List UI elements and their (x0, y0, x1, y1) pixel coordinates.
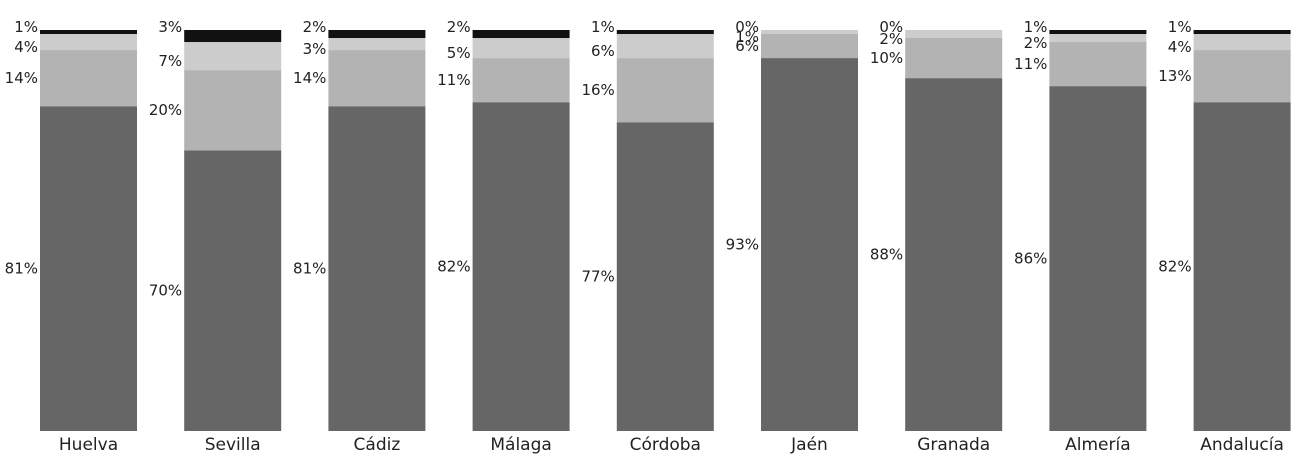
segment-label: 5% (447, 44, 471, 62)
bar-segment (616, 122, 714, 431)
bar-segment (184, 70, 282, 151)
segment-label: 13% (1158, 67, 1191, 85)
segment-label: 11% (1014, 55, 1047, 73)
segment-label: 11% (437, 71, 470, 89)
bar-segment (616, 30, 714, 35)
category-label: Jaén (790, 435, 828, 455)
category-label: Almería (1065, 435, 1131, 455)
segment-label: 82% (1158, 258, 1191, 276)
segment-label: 82% (437, 258, 470, 276)
bar-segment (761, 34, 858, 59)
bar-segment (40, 34, 137, 51)
bar-segment (1193, 30, 1291, 35)
segment-label: 1% (1024, 18, 1048, 36)
segment-label: 88% (870, 246, 903, 264)
bar-segment (761, 58, 858, 431)
category-label: Cádiz (354, 435, 401, 455)
bar-segment (616, 34, 714, 59)
segment-label: 81% (5, 260, 38, 278)
segment-label: 77% (581, 268, 614, 286)
segment-label: 2% (447, 18, 471, 36)
bar-segment (472, 30, 570, 39)
segment-label: 6% (591, 42, 615, 60)
labels-layer: 81% 14% 4% 1% 70% 20% 7% 3% 81% 14% 3% 2% 82% 11% 5% 2%… (5, 18, 1192, 300)
bar-segment (1193, 102, 1291, 432)
segment-label: 4% (14, 38, 38, 56)
category-label: Córdoba (630, 435, 701, 455)
bar-segment (40, 30, 137, 35)
category-labels: Huelva Sevilla Cádiz Málaga Córdoba Jaén Grana… (59, 435, 1284, 455)
bars-layer (40, 30, 1291, 432)
bar-segment (40, 50, 137, 107)
segment-label: 6% (735, 37, 759, 55)
segment-label: 20% (149, 101, 182, 119)
bar-segment (1049, 30, 1147, 35)
bar-segment (616, 58, 714, 123)
bar-segment (905, 30, 1003, 39)
segment-label: 1% (591, 18, 615, 36)
category-label: Andalucía (1200, 435, 1284, 455)
segment-label: 14% (293, 69, 326, 87)
segment-label: 86% (1014, 250, 1047, 268)
segment-label: 70% (149, 282, 182, 300)
bar-segment (1049, 86, 1147, 431)
segment-label: 3% (158, 18, 182, 36)
bar-segment (472, 38, 570, 59)
segment-label: 16% (581, 81, 614, 99)
bar-segment (761, 30, 858, 35)
segment-label: 1% (14, 18, 38, 36)
category-label: Huelva (59, 435, 118, 455)
segment-label: 10% (870, 49, 903, 67)
segment-label: 1% (735, 28, 759, 46)
segment-label: 2% (879, 30, 903, 48)
segment-label: 1% (1168, 18, 1192, 36)
bar-segment (184, 30, 282, 43)
category-label: Málaga (490, 435, 551, 455)
bar-segment (328, 106, 426, 431)
bar-segment (1049, 34, 1147, 43)
bar-segment (905, 78, 1003, 432)
bar-segment (472, 58, 570, 103)
segment-label: 0% (879, 18, 903, 36)
bar-segment (1049, 42, 1147, 87)
segment-label: 4% (1168, 38, 1192, 56)
category-label: Sevilla (205, 435, 261, 455)
bar-segment (472, 102, 570, 432)
bar-segment (40, 106, 137, 431)
segment-label: 2% (303, 18, 327, 36)
bar-segment (184, 150, 282, 432)
bar-segment (905, 38, 1003, 79)
segment-label: 3% (303, 40, 327, 58)
bar-segment (328, 38, 426, 51)
segment-label: 14% (5, 69, 38, 87)
segment-label: 81% (293, 260, 326, 278)
segment-label: 7% (158, 52, 182, 70)
bar-segment (1193, 34, 1291, 51)
bar-segment (328, 50, 426, 107)
category-label: Granada (917, 435, 990, 455)
segment-label: 0% (735, 18, 759, 36)
bar-segment (328, 30, 426, 39)
segment-label: 93% (726, 236, 759, 254)
bar-segment (1193, 50, 1291, 103)
segment-label: 2% (1024, 34, 1048, 52)
bar-segment (184, 42, 282, 71)
